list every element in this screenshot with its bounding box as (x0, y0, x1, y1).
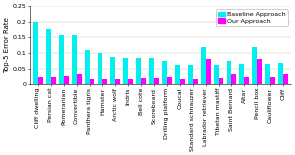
Bar (115, 79, 120, 84)
Bar (240, 64, 244, 84)
Bar (214, 65, 219, 84)
Bar (270, 78, 275, 84)
Bar (206, 59, 211, 84)
Bar (98, 53, 102, 84)
Bar (180, 79, 185, 84)
Bar (244, 78, 249, 84)
Legend: Baseline Approach, Our Approach: Baseline Approach, Our Approach (216, 9, 288, 26)
Y-axis label: Top-5 Error Rate: Top-5 Error Rate (4, 17, 10, 73)
Bar (128, 79, 133, 84)
Bar (265, 64, 270, 84)
Bar (89, 79, 94, 84)
Bar (149, 58, 154, 84)
Bar (33, 22, 38, 84)
Bar (46, 29, 51, 84)
Bar (193, 79, 198, 84)
Bar (162, 61, 167, 84)
Bar (232, 74, 236, 84)
Bar (201, 47, 206, 84)
Bar (253, 47, 257, 84)
Bar (167, 78, 172, 84)
Bar (123, 58, 128, 84)
Bar (154, 78, 159, 84)
Bar (77, 74, 81, 84)
Bar (227, 61, 232, 84)
Bar (51, 77, 56, 84)
Bar (64, 76, 69, 84)
Bar (85, 50, 89, 84)
Bar (38, 77, 43, 84)
Bar (72, 35, 77, 84)
Bar (283, 74, 288, 84)
Bar (136, 58, 141, 84)
Bar (175, 65, 180, 84)
Bar (278, 63, 283, 84)
Bar (110, 58, 115, 84)
Bar (141, 78, 146, 84)
Bar (219, 78, 224, 84)
Bar (188, 65, 193, 84)
Bar (59, 35, 64, 84)
Bar (257, 59, 262, 84)
Bar (102, 79, 107, 84)
